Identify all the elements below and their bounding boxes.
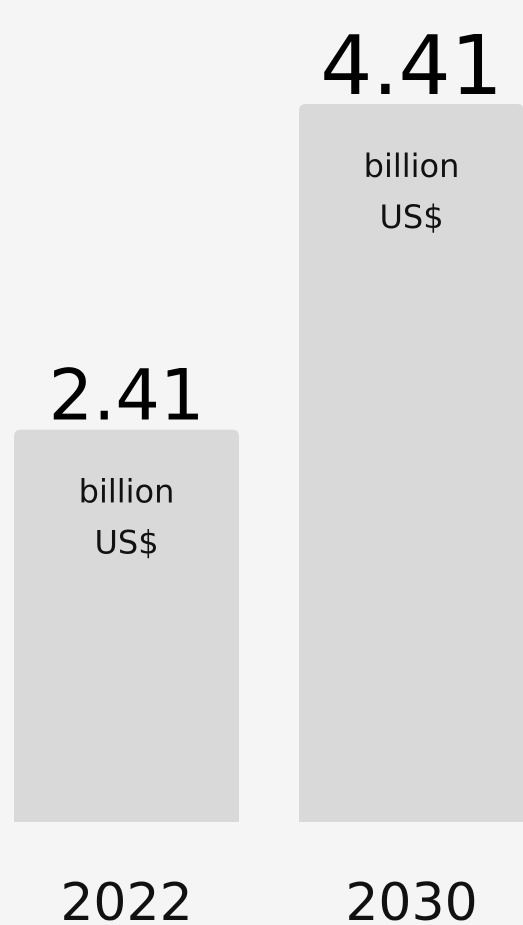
unit-label-currency-2022: US$ (94, 524, 158, 562)
bars-layer: 2.41 billion US$ 2022 4.41 billion US$ 2030 (14, 19, 523, 925)
unit-label-billion-2022: billion (79, 473, 175, 511)
value-label-2022: 2.41 (49, 355, 205, 437)
unit-label-currency-2030: US$ (379, 198, 443, 236)
bar-2022 (14, 429, 239, 822)
bar-2030 (299, 104, 523, 822)
category-label-2022: 2022 (60, 873, 192, 925)
category-label-2030: 2030 (345, 873, 477, 925)
value-label-2030: 4.41 (320, 19, 503, 114)
unit-label-billion-2030: billion (364, 147, 460, 185)
